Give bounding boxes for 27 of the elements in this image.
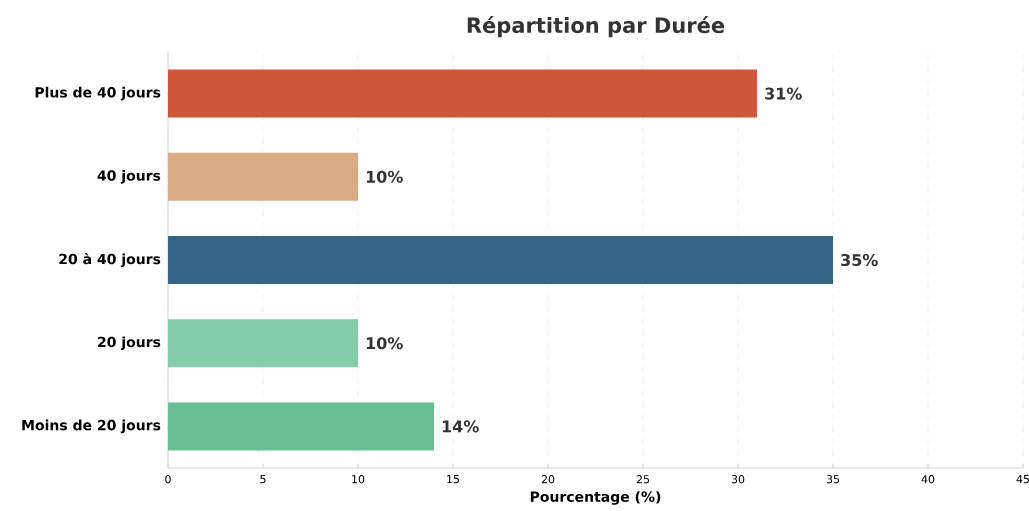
- chart-title: Répartition par Durée: [467, 16, 725, 38]
- x-tick-label: 15: [447, 475, 460, 484]
- bar: [168, 152, 358, 201]
- bar: [168, 319, 358, 368]
- data-label: 10%: [366, 337, 403, 350]
- x-tick-label: 25: [636, 475, 650, 484]
- x-tick-label: 20: [541, 475, 555, 484]
- x-tick-label: 35: [826, 475, 840, 484]
- bar: [168, 236, 833, 285]
- y-tick-label: 20 à 40 jours: [59, 252, 161, 268]
- x-tick-label: 10: [352, 475, 365, 484]
- x-tick-label: 45: [1016, 475, 1029, 484]
- data-label: 10%: [366, 170, 403, 183]
- y-tick-label: 40 jours: [97, 169, 161, 184]
- x-tick-label: 40: [921, 475, 935, 484]
- data-label: 35%: [841, 253, 878, 267]
- y-tick-label: Moins de 20 jours: [22, 419, 161, 434]
- x-tick-label: 0: [165, 475, 171, 484]
- bar: [168, 402, 434, 451]
- bar: [168, 69, 757, 118]
- y-tick-label: Plus de 40 jours: [35, 86, 161, 101]
- x-tick-label: 5: [260, 475, 266, 484]
- data-label: 14%: [442, 420, 479, 433]
- data-label: 31%: [765, 87, 802, 100]
- x-axis-title: Pourcentage (%): [530, 491, 661, 505]
- y-tick-label: 20 jours: [98, 336, 161, 351]
- x-tick-label: 30: [731, 475, 745, 484]
